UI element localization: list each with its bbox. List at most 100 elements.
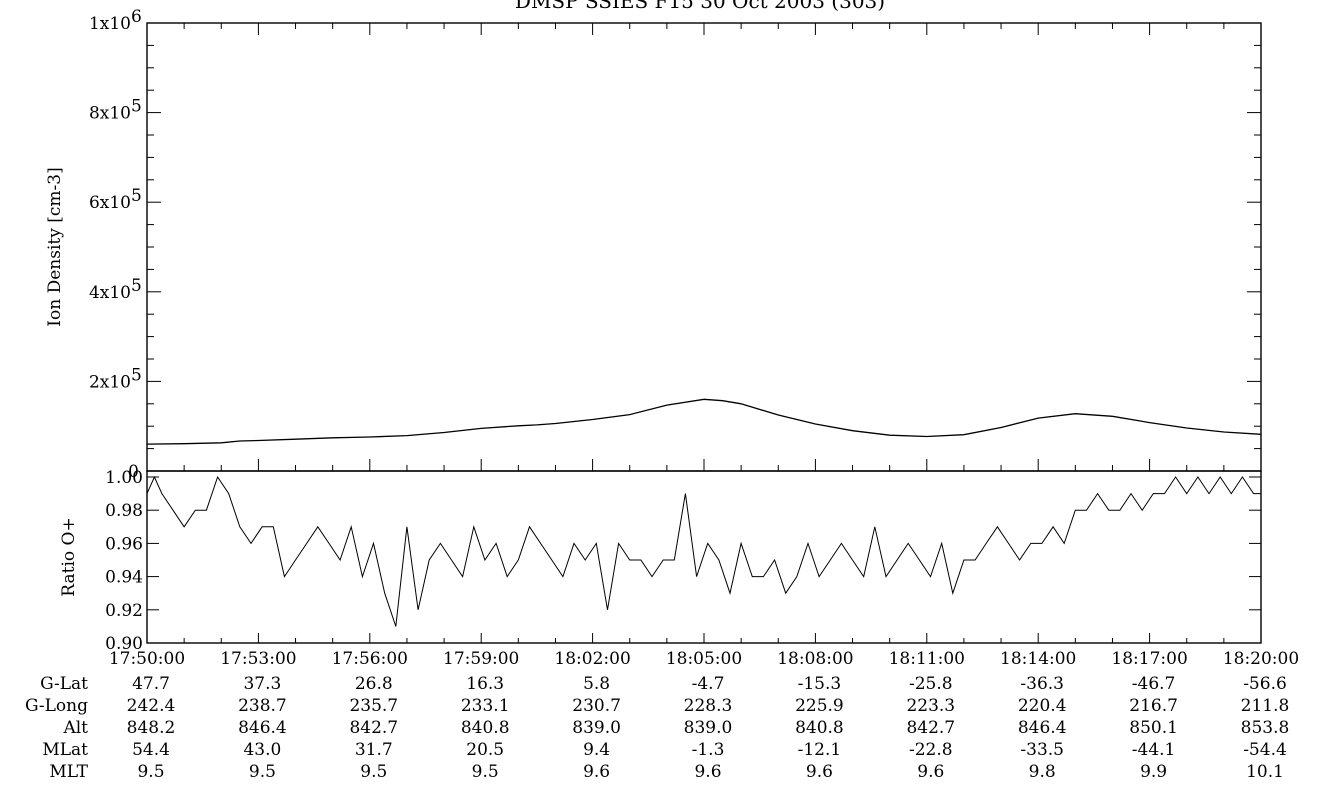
y-tick-label-text: 6x10: [89, 193, 131, 213]
ephemeris-value: 850.1: [1129, 718, 1178, 738]
ephemeris-row-label: G-Lat: [40, 674, 88, 694]
ephemeris-value: 26.8: [355, 674, 393, 694]
ephemeris-value: 20.5: [466, 740, 504, 760]
x-tick-label: 17:50:00: [109, 649, 185, 669]
ephemeris-value: 842.7: [906, 718, 955, 738]
ephemeris-value: 220.4: [1018, 696, 1067, 716]
ratio-o-panel: 0.90 0.92 0.94 0.96 0.98 1.00 Ratio O+: [59, 468, 1262, 654]
bottom-y-axis-label: Ratio O+: [59, 517, 79, 596]
ephemeris-value: 31.7: [355, 740, 393, 760]
ephemeris-row-label: G-Long: [25, 696, 88, 716]
ephemeris-value: 840.8: [461, 718, 510, 738]
x-tick-label: 18:17:00: [1111, 649, 1187, 669]
ephemeris-value: -44.1: [1132, 740, 1176, 760]
y-tick-label: 2x10 5: [89, 365, 142, 392]
y-tick-label-text: 0: [128, 462, 139, 482]
ephemeris-value: -22.8: [909, 740, 953, 760]
ephemeris-value: 9.5: [249, 762, 276, 782]
ephemeris-value: 848.2: [127, 718, 176, 738]
y-tick-exponent: 5: [131, 365, 142, 385]
ephemeris-value: 228.3: [684, 696, 733, 716]
ephemeris-value: 9.5: [137, 762, 164, 782]
ephemeris-value: -46.7: [1132, 674, 1176, 694]
y-tick-label: 4x10 5: [89, 276, 142, 303]
ephemeris-value: -15.3: [798, 674, 842, 694]
ephemeris-value: 242.4: [127, 696, 176, 716]
ephemeris-value: -54.4: [1243, 740, 1287, 760]
ephemeris-value: 238.7: [238, 696, 287, 716]
ephemeris-value: -25.8: [909, 674, 953, 694]
x-tick-label: 18:05:00: [666, 649, 742, 669]
top-axes-frame: [146, 22, 1262, 472]
ephemeris-value: 9.6: [917, 762, 944, 782]
ephemeris-value: 233.1: [461, 696, 510, 716]
ephemeris-row-label: MLT: [49, 762, 88, 782]
ephemeris-value: -36.3: [1020, 674, 1064, 694]
chart-title: DMSP SSIES F15 30 Oct 2003 (303): [515, 0, 885, 13]
ephemeris-value: 9.6: [583, 762, 610, 782]
ephemeris-value: 9.8: [1029, 762, 1056, 782]
y-tick-label: 0.90: [105, 634, 143, 654]
ephemeris-value: -1.3: [692, 740, 725, 760]
y-tick-label: 0.94: [105, 568, 143, 588]
y-tick-exponent: 5: [131, 97, 142, 117]
y-tick-label: 8x10 5: [89, 97, 142, 124]
y-tick-label: 0: [128, 462, 139, 482]
ephemeris-value: 37.3: [243, 674, 281, 694]
ephemeris-value: 842.7: [349, 718, 398, 738]
y-tick-label-text: 4x10: [89, 283, 131, 303]
x-tick-label: 18:20:00: [1223, 649, 1299, 669]
x-tick-label: 17:56:00: [332, 649, 408, 669]
ephemeris-value: 47.7: [132, 674, 170, 694]
y-tick-label: 1.00: [105, 468, 143, 488]
ephemeris-value: 235.7: [349, 696, 398, 716]
ephemeris-value: 840.8: [795, 718, 844, 738]
ephemeris-value: -12.1: [798, 740, 842, 760]
ephemeris-value: 216.7: [1129, 696, 1178, 716]
y-tick-label: 1x10 6: [89, 7, 142, 34]
ephemeris-value: 43.0: [243, 740, 281, 760]
x-tick-label: 18:14:00: [1000, 649, 1076, 669]
ephemeris-value: 9.6: [806, 762, 833, 782]
y-tick-label-text: 2x10: [89, 372, 131, 392]
x-tick-label: 17:59:00: [443, 649, 519, 669]
ephemeris-value: 839.0: [572, 718, 621, 738]
ephemeris-value: 9.6: [694, 762, 721, 782]
ephemeris-value: -33.5: [1020, 740, 1064, 760]
ephemeris-value: 10.1: [1246, 762, 1284, 782]
y-tick-label: 6x10 5: [89, 186, 142, 213]
bottom-axes-frame: [146, 470, 1262, 644]
y-tick-exponent: 5: [131, 186, 142, 206]
y-tick-label: 0.96: [105, 534, 143, 554]
x-tick-labels: 17:50:00 17:53:00 17:56:00 17:59:00 18:02:00…: [109, 649, 1299, 669]
ephemeris-value: 54.4: [132, 740, 170, 760]
ephemeris-value: 223.3: [906, 696, 955, 716]
ephemeris-value: 211.8: [1241, 696, 1290, 716]
top-y-axis-label: Ion Density [cm-3]: [45, 167, 65, 326]
ephemeris-value: 9.4: [583, 740, 610, 760]
ephemeris-value: 9.5: [360, 762, 387, 782]
ephemeris-table: G-Lat 47.7 37.3 26.8 16.3 5.8 -4.7 -15.3 -25.8 -3…: [25, 674, 1289, 782]
ion-density-line: [146, 398, 1262, 445]
ephemeris-value: -56.6: [1243, 674, 1287, 694]
ephemeris-value: 853.8: [1241, 718, 1290, 738]
ephemeris-row-label: MLat: [42, 740, 88, 760]
y-tick-exponent: 6: [131, 7, 142, 27]
ephemeris-value: 846.4: [238, 718, 287, 738]
ephemeris-value: 225.9: [795, 696, 844, 716]
y-tick-label: 0.92: [105, 601, 143, 621]
x-tick-label: 18:02:00: [554, 649, 630, 669]
ephemeris-value: 16.3: [466, 674, 504, 694]
ephemeris-row-label: Alt: [62, 718, 88, 738]
y-tick-label-text: 8x10: [89, 104, 131, 124]
y-tick-label-text: 1x10: [89, 14, 131, 34]
ephemeris-value: 230.7: [572, 696, 621, 716]
x-tick-label: 17:53:00: [220, 649, 296, 669]
ephemeris-value: 5.8: [583, 674, 610, 694]
y-tick-label: 0.98: [105, 501, 143, 521]
ephemeris-value: 9.9: [1140, 762, 1167, 782]
ratio-o-line: [146, 475, 1261, 627]
